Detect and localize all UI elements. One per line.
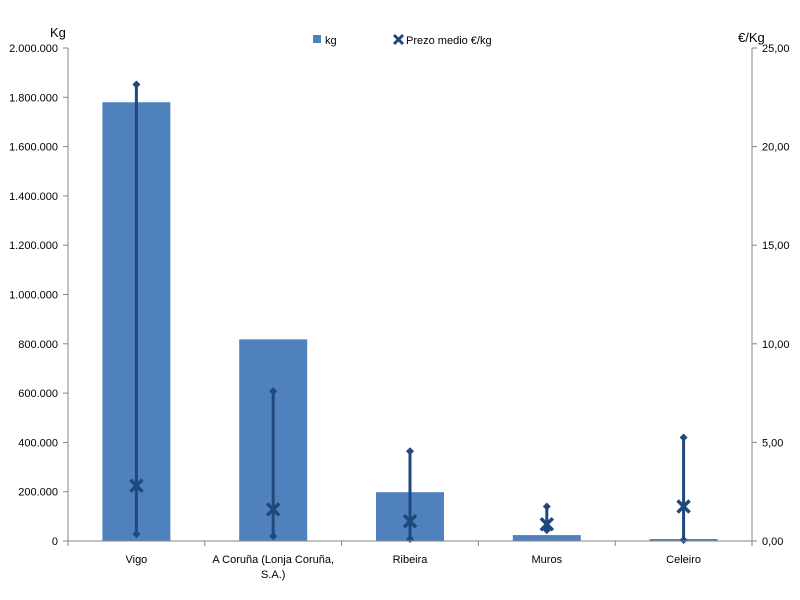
price-min-marker	[132, 530, 141, 539]
right-tick-label: 0,00	[762, 536, 783, 548]
right-axis-label: €/Kg	[738, 30, 765, 45]
bar	[512, 535, 581, 541]
legend: kg Prezo medio €/kg	[313, 33, 492, 47]
price-average-marker	[265, 502, 281, 517]
axes	[67, 48, 753, 546]
price-max-marker	[679, 433, 688, 442]
right-tick-label: 20,00	[762, 142, 790, 154]
left-tick-label: 200.000	[18, 487, 58, 499]
price-average-marker	[539, 517, 555, 532]
legend-bar-label: kg	[325, 35, 337, 47]
category-label: Celeiro	[666, 554, 701, 566]
price-average-marker	[129, 478, 144, 494]
price-average-marker	[676, 499, 691, 514]
price-max-marker	[406, 447, 414, 456]
right-tick-label: 10,00	[762, 339, 790, 351]
legend-bar-swatch	[313, 35, 321, 43]
price-series	[129, 80, 691, 545]
right-tick-label: 15,00	[762, 240, 790, 252]
left-axis-ticks: 0 200.000 400.000 600.000 800.000 1.000.000 1.…	[9, 43, 68, 548]
left-tick-label: 400.000	[18, 437, 58, 449]
left-axis-label: Kg	[50, 25, 66, 40]
category-labels: Vigo A Coruña (Lonja Coruña, S.A.) Ribeira M…	[125, 554, 701, 581]
right-axis-ticks: 0,00 5,00 10,00 15,00 20,00 25,00	[752, 43, 790, 548]
left-tick-label: 1.600.000	[9, 142, 58, 154]
left-tick-label: 0	[52, 536, 58, 548]
category-label: A Coruña (Lonja Coruña, S.A.)	[212, 554, 334, 581]
price-max-marker	[269, 387, 278, 396]
price-max-marker	[132, 80, 141, 89]
left-tick-label: 1.000.000	[9, 290, 58, 302]
price-min-marker	[679, 536, 688, 545]
category-label: Vigo	[125, 554, 147, 566]
category-label: Ribeira	[393, 554, 429, 566]
left-tick-label: 800.000	[18, 339, 58, 351]
left-tick-label: 1.200.000	[9, 240, 58, 252]
price-max-marker	[542, 502, 551, 511]
category-label: Muros	[532, 554, 563, 566]
legend-marker-swatch	[392, 33, 405, 46]
left-tick-label: 2.000.000	[9, 43, 58, 55]
right-tick-label: 25,00	[762, 43, 790, 55]
left-tick-label: 600.000	[18, 388, 58, 400]
right-tick-label: 5,00	[762, 437, 783, 449]
left-tick-label: 1.800.000	[9, 92, 58, 104]
price-min-marker	[269, 532, 278, 541]
price-average-marker	[402, 514, 418, 529]
left-tick-label: 1.400.000	[9, 191, 58, 203]
legend-marker-label: Prezo medio €/kg	[406, 35, 492, 47]
